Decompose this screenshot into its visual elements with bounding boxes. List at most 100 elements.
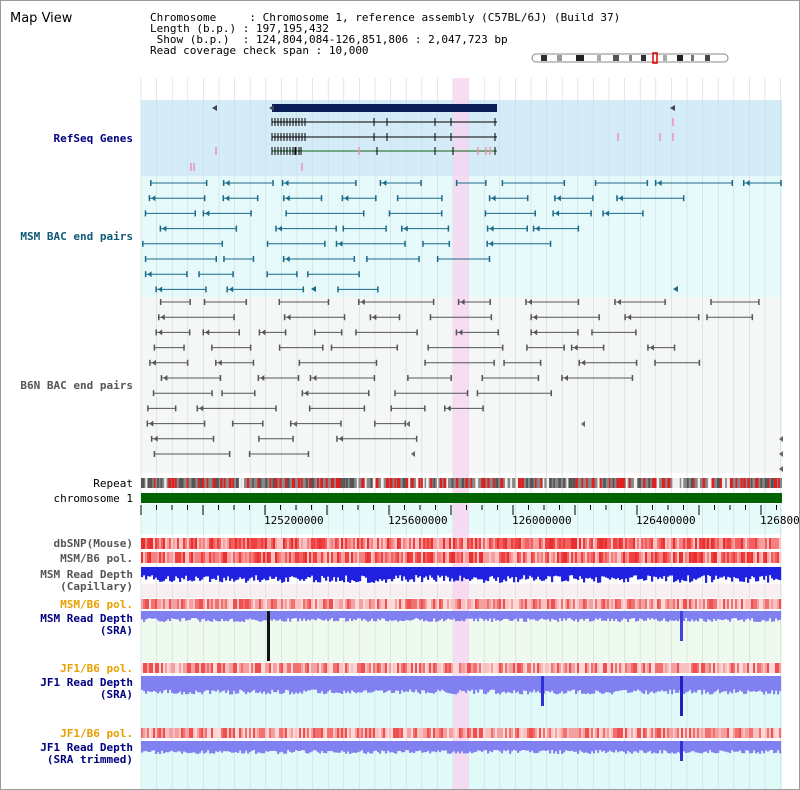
jf1-b6-polymorphism-heatmap[interactable] <box>141 663 782 673</box>
jf1-read-depth-trimmed[interactable] <box>141 741 782 761</box>
track-label-repeat[interactable]: Repeat <box>93 477 133 490</box>
track-label-chromosome[interactable]: chromosome 1 <box>53 492 133 505</box>
heat-cell <box>343 552 346 563</box>
heat-cell <box>495 552 498 563</box>
track-label-msm-b6-pol-2[interactable]: MSM/B6 pol. <box>60 598 133 611</box>
depth-bar <box>303 676 306 691</box>
track-label-msm-b6-pol[interactable]: MSM/B6 pol. <box>60 552 133 565</box>
depth-bar <box>427 567 430 580</box>
chromosome-ideogram[interactable] <box>531 52 729 64</box>
heat-cell <box>421 552 424 563</box>
heat-cell <box>291 599 294 609</box>
heat-cell <box>357 728 360 738</box>
depth-bar <box>713 567 716 580</box>
track-label-refseq[interactable]: RefSeq Genes <box>53 132 133 145</box>
heat-cell <box>701 599 704 609</box>
heat-cell <box>475 599 478 609</box>
heat-cell <box>225 599 228 609</box>
depth-bar <box>241 611 244 622</box>
msm-b6-polymorphism-heatmap-2[interactable] <box>141 599 782 609</box>
heat-cell <box>747 728 750 738</box>
depth-bar <box>519 611 522 619</box>
depth-bar <box>655 676 658 693</box>
track-label-jf1-b6-pol[interactable]: JF1/B6 pol. <box>60 662 133 675</box>
depth-bar <box>529 611 532 620</box>
depth-bar <box>379 567 382 580</box>
depth-bar <box>273 611 276 620</box>
heat-cell <box>249 599 252 609</box>
depth-bar <box>159 611 162 622</box>
depth-bar <box>501 741 504 754</box>
depth-bar <box>401 611 404 621</box>
msm-bac-end-pairs[interactable] <box>142 180 782 293</box>
depth-bar <box>297 676 300 694</box>
depth-bar <box>363 567 366 577</box>
bac-arrow <box>153 435 158 442</box>
repeat-track[interactable] <box>141 478 782 488</box>
ideogram-band <box>691 55 694 61</box>
msm-b6-polymorphism-heatmap[interactable] <box>141 552 782 563</box>
heat-cell <box>169 663 172 673</box>
track-label-msm-bac[interactable]: MSM BAC end pairs <box>20 230 133 243</box>
depth-bar <box>543 676 546 694</box>
heat-cell <box>363 663 366 673</box>
heat-cell <box>463 538 466 549</box>
depth-bar <box>755 741 758 754</box>
refseq-gene-features[interactable] <box>190 104 675 171</box>
heat-cell <box>557 538 560 549</box>
track-label-msm-depth-sra[interactable]: MSM Read Depth (SRA) <box>40 612 133 637</box>
msm-read-depth-capillary[interactable] <box>141 567 782 583</box>
heat-cell <box>521 599 524 609</box>
depth-bar <box>177 676 180 693</box>
heat-cell <box>779 552 782 563</box>
depth-bar <box>285 741 288 754</box>
track-label-dbsnp[interactable]: dbSNP(Mouse) <box>53 537 133 550</box>
dbsnp-heatmap[interactable] <box>141 538 782 549</box>
position-axis[interactable] <box>140 505 777 515</box>
track-label-b6n-bac[interactable]: B6N BAC end pairs <box>20 379 133 392</box>
jf1-read-depth-sra[interactable] <box>141 676 782 716</box>
track-label-jf1-b6-pol-2[interactable]: JF1/B6 pol. <box>60 727 133 740</box>
depth-bar <box>471 567 474 580</box>
depth-bar <box>245 611 248 620</box>
depth-bar <box>651 676 654 692</box>
heat-cell <box>291 663 294 673</box>
depth-bar <box>631 741 634 754</box>
depth-bar <box>507 567 510 577</box>
depth-bar <box>367 611 370 622</box>
repeat-element <box>773 478 778 488</box>
heat-cell <box>427 728 430 738</box>
depth-bar <box>267 741 270 752</box>
depth-bar <box>327 567 330 577</box>
depth-bar <box>247 611 250 620</box>
jf1-b6-polymorphism-heatmap-2[interactable] <box>141 728 782 738</box>
heat-cell <box>249 538 252 549</box>
heat-cell <box>141 728 144 738</box>
heat-cell <box>721 599 724 609</box>
heat-cell <box>393 538 396 549</box>
heat-cell <box>471 552 474 563</box>
heat-cell <box>697 552 700 563</box>
heat-cell <box>309 538 312 549</box>
heat-cell <box>739 538 742 549</box>
heat-cell <box>647 728 650 738</box>
depth-bar <box>477 741 480 751</box>
track-label-msm-depth-capillary[interactable]: MSM Read Depth (Capillary) <box>40 568 133 593</box>
heat-cell <box>521 728 524 738</box>
depth-bar <box>335 741 338 753</box>
msm-read-depth-sra[interactable] <box>141 611 782 661</box>
depth-bar <box>601 611 604 621</box>
heat-cell <box>167 599 170 609</box>
b6n-bac-end-pairs[interactable] <box>146 299 760 457</box>
heat-cell <box>635 538 638 549</box>
heat-cell <box>163 552 166 563</box>
bac-arrow <box>555 210 560 217</box>
depth-bar <box>321 676 324 692</box>
depth-bar <box>731 676 734 694</box>
track-label-jf1-depth-sra[interactable]: JF1 Read Depth (SRA) <box>40 676 133 701</box>
track-label-jf1-depth-trimmed[interactable]: JF1 Read Depth (SRA trimmed) <box>40 741 133 766</box>
depth-bar <box>557 741 560 754</box>
depth-bar <box>341 741 344 751</box>
heat-cell <box>169 538 172 549</box>
